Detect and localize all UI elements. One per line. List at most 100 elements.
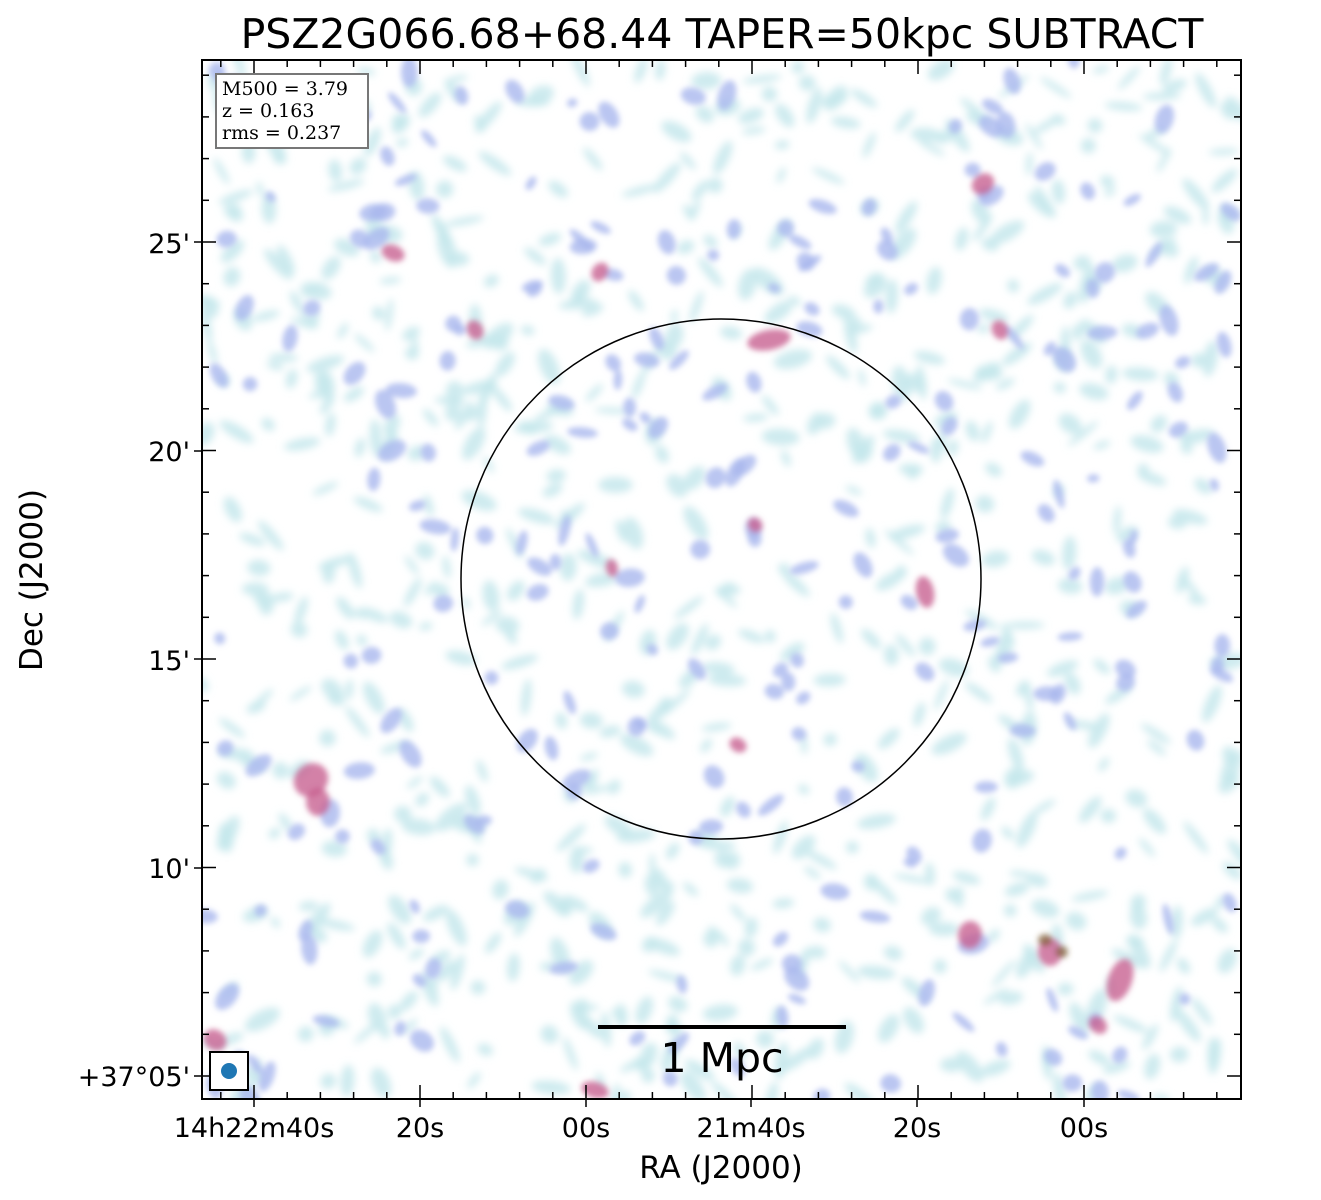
noise-blob <box>436 219 453 249</box>
noise-blob <box>477 394 487 429</box>
noise-blob <box>619 1090 632 1099</box>
noise-blob <box>402 1018 418 1034</box>
noise-blob <box>354 333 375 353</box>
noise-blob <box>689 290 704 323</box>
noise-blob <box>710 1080 739 1099</box>
noise-peak <box>374 389 397 419</box>
noise-blob <box>493 334 509 351</box>
noise-blob <box>1159 60 1172 86</box>
noise-blob <box>418 622 433 631</box>
noise-peak <box>1207 432 1227 464</box>
noise-blob <box>1126 935 1145 948</box>
noise-blob <box>362 930 383 958</box>
noise-blob <box>381 1026 391 1039</box>
noise-blob <box>528 85 554 105</box>
noise-blob <box>704 634 722 651</box>
noise-blob <box>1138 134 1172 156</box>
noise-blob <box>1227 839 1241 869</box>
noise-blob <box>1225 96 1241 122</box>
noise-blob <box>270 917 281 928</box>
noise-peak <box>1003 324 1024 350</box>
noise-peak <box>377 439 407 462</box>
noise-blob <box>858 369 866 387</box>
noise-peak <box>1043 341 1056 356</box>
noise-blob <box>883 644 899 666</box>
noise-peak <box>995 1041 1008 1057</box>
noise-blob <box>297 1026 314 1042</box>
noise-blob <box>927 60 955 81</box>
noise-blob <box>1079 383 1109 400</box>
noise-blob <box>220 239 245 263</box>
noise-peak <box>1003 68 1021 94</box>
noise-blob <box>370 1067 392 1099</box>
noise-blob <box>563 1037 578 1071</box>
noise-blob <box>1113 505 1122 535</box>
noise-peak <box>1167 382 1184 403</box>
noise-blob <box>895 201 918 234</box>
noise-peak <box>525 176 537 191</box>
noise-peak <box>526 440 550 457</box>
noise-peak <box>265 191 276 203</box>
noise-peak <box>649 327 665 350</box>
noise-peak <box>1220 202 1241 221</box>
noise-blob <box>761 86 778 102</box>
noise-peak <box>209 363 229 388</box>
noise-blob <box>562 895 589 912</box>
noise-peak <box>420 443 436 462</box>
noise-blob <box>379 276 402 285</box>
noise-blob <box>910 127 942 142</box>
noise-blob <box>317 555 354 570</box>
noise-blob <box>367 1002 387 1033</box>
noise-blob <box>701 722 732 732</box>
noise-blob <box>387 1004 401 1020</box>
noise-blob <box>483 456 494 473</box>
noise-blob <box>542 483 563 498</box>
noise-peak <box>836 787 853 807</box>
noise-blob <box>351 609 367 619</box>
noise-blob <box>300 281 332 300</box>
noise-blob <box>665 842 680 860</box>
noise-blob <box>254 688 274 707</box>
noise-peak <box>1123 193 1141 206</box>
noise-peak <box>215 983 240 1010</box>
noise-blob <box>1062 535 1077 571</box>
noise-blob <box>921 907 941 926</box>
noise-blob <box>347 552 363 589</box>
noise-peak <box>526 282 543 297</box>
noise-blob <box>610 1009 623 1019</box>
noise-peak <box>702 383 728 401</box>
noise-blob <box>1211 917 1228 933</box>
emission-source <box>971 173 995 195</box>
noise-blob <box>987 929 1000 943</box>
noise-blob <box>877 1014 900 1043</box>
noise-peak <box>757 794 784 816</box>
noise-blob <box>290 621 308 638</box>
noise-blob <box>640 889 673 918</box>
noise-peak <box>202 908 218 924</box>
noise-blob <box>765 1081 779 1099</box>
noise-blob <box>1098 757 1110 772</box>
noise-peak <box>666 265 686 285</box>
noise-blob <box>743 413 769 422</box>
x-tick-label: 21m40s <box>696 1113 805 1144</box>
noise-blob <box>823 85 848 111</box>
noise-blob <box>483 274 499 288</box>
noise-blob <box>219 420 254 444</box>
noise-blob <box>791 60 805 74</box>
noise-blob <box>691 71 722 90</box>
noise-blob <box>806 87 823 124</box>
noise-peak <box>1049 684 1066 705</box>
noise-blob <box>863 275 888 298</box>
noise-blob <box>1170 905 1183 940</box>
noise-blob <box>852 442 865 462</box>
noise-blob <box>599 725 622 738</box>
noise-peak <box>853 552 873 578</box>
noise-blob <box>266 361 284 371</box>
noise-blob <box>895 565 907 579</box>
noise-blob <box>306 355 345 373</box>
noise-peak <box>789 561 819 575</box>
noise-peak <box>959 307 979 331</box>
noise-blob <box>396 138 409 147</box>
noise-blob <box>223 496 242 523</box>
noise-blob <box>634 1055 651 1073</box>
